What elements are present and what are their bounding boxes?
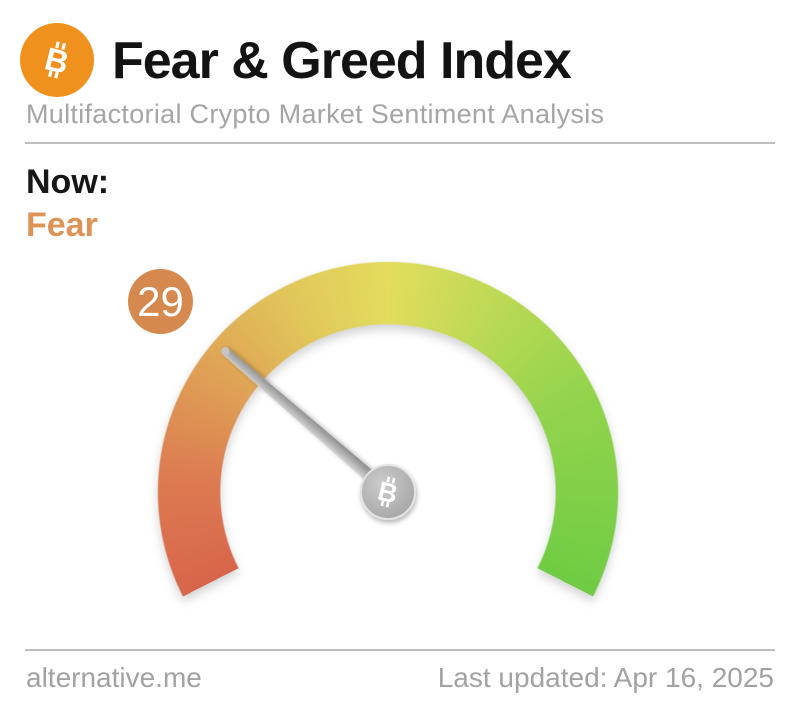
source-link[interactable]: alternative.me [26,662,202,693]
needle-icon [221,347,393,497]
gauge-value-badge: 29 [128,269,193,334]
gauge-value: 29 [137,277,184,325]
last-updated-label: Last updated: Apr 16, 2025 [437,662,774,693]
header-divider [25,142,775,144]
bitcoin-icon [20,23,94,97]
now-label: Now: [26,163,110,201]
classification-value: Fear [26,206,98,244]
page-subtitle: Multifactorial Crypto Market Sentiment A… [26,99,605,129]
footer-divider [25,649,775,651]
gauge-needle-layer [221,347,416,520]
page-title: Fear & Greed Index [112,32,572,90]
gauge-hub [360,464,416,520]
